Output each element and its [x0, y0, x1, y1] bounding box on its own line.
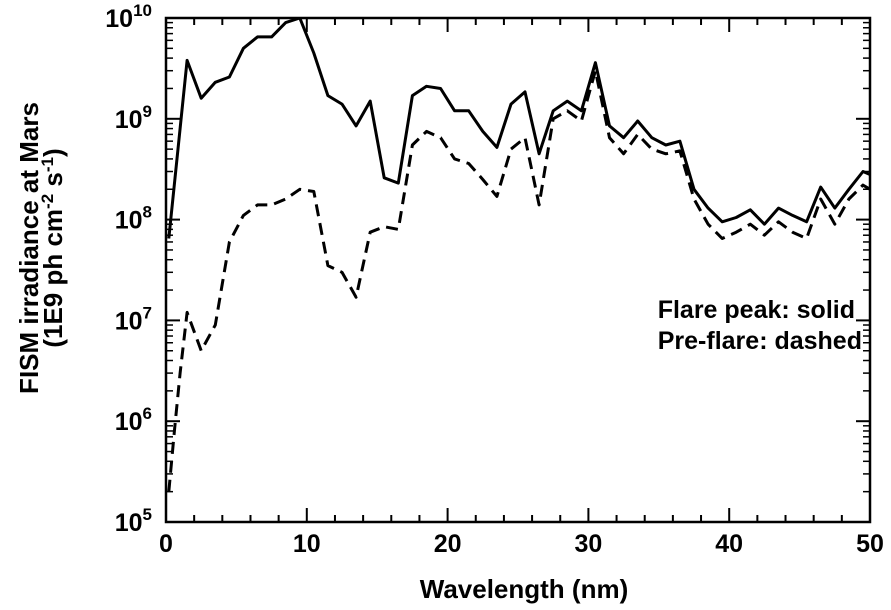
x-tick-label: 0: [159, 530, 173, 558]
legend-pre-flare: Pre-flare: dashed: [658, 327, 862, 355]
tick-labels: 0 10 20 30 40 50 105 106 107 108 109 1010: [105, 1, 884, 558]
series-line-dashed: [167, 69, 870, 492]
x-tick-label: 40: [715, 530, 743, 558]
x-tick-label: 10: [293, 530, 321, 558]
y-tick-label: 1010: [105, 1, 152, 33]
x-axis-label: Wavelength (nm): [420, 574, 628, 604]
y-axis-label-sup1: -2: [38, 194, 57, 209]
y-tick-label: 108: [115, 203, 152, 235]
x-tick-label: 20: [434, 530, 462, 558]
y-tick-label: 107: [115, 303, 152, 335]
y-tick-label: 109: [115, 102, 152, 134]
y-axis-label-unit-end: ): [38, 148, 68, 157]
plot-frame: [164, 16, 872, 524]
legend-flare-peak: Flare peak: solid: [658, 296, 855, 324]
y-tick-label: 105: [115, 505, 152, 537]
y-axis-label-unit-prefix: (1E9 ph cm: [38, 209, 68, 348]
y-axis-label-sup2: -1: [38, 157, 57, 172]
y-axis-label-unit-mid: s: [38, 172, 68, 194]
x-tick-label: 30: [574, 530, 602, 558]
plot-series: [167, 18, 870, 492]
y-axis-label-line1: FISM irradiance at Mars: [14, 102, 44, 394]
series-line-solid: [167, 18, 870, 239]
y-tick-label: 106: [115, 404, 152, 436]
axes: [164, 16, 872, 524]
x-tick-label: 50: [856, 530, 884, 558]
y-axis-label-line2: (1E9 ph cm-2 s-1): [38, 148, 68, 347]
